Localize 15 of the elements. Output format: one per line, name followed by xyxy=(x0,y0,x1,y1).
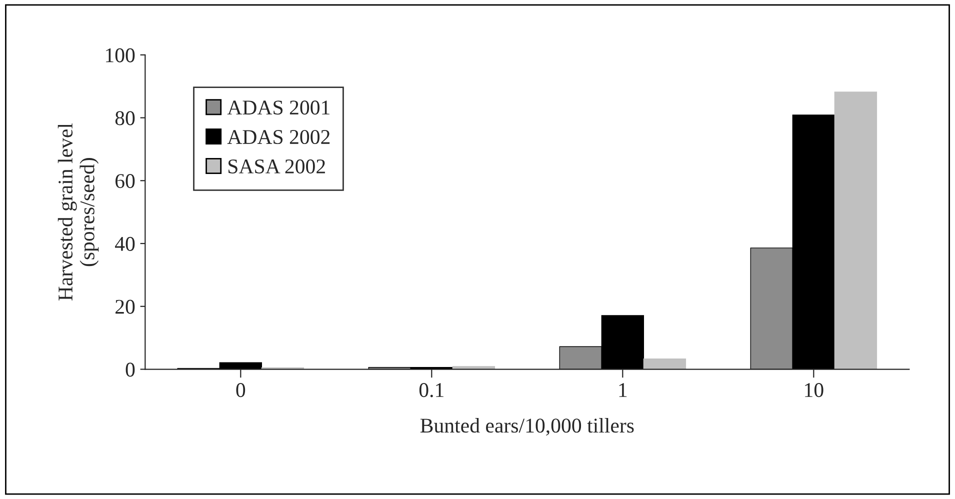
y-tick-label: 100 xyxy=(106,48,135,62)
y-tick-label: 80 xyxy=(115,111,135,126)
x-tick-label: 0.1 xyxy=(419,383,444,398)
legend-label: SASA 2002 xyxy=(228,159,325,174)
x-tick-label: 1 xyxy=(619,383,627,397)
y-tick-label: 60 xyxy=(116,174,135,188)
y-tick-label: 40 xyxy=(115,236,135,251)
y-tick-label: 0 xyxy=(126,362,135,377)
y-axis-title: Harvested grain level (spores/seed) xyxy=(58,123,99,301)
legend-label: ADAS 2002 xyxy=(227,130,330,144)
y-tick-label: 20 xyxy=(116,300,135,314)
x-tick-label: 0 xyxy=(236,383,246,398)
x-axis-title: Bunted ears/10,000 tillers xyxy=(420,418,634,436)
legend-label: ADAS 2001 xyxy=(227,100,330,115)
x-tick-label: 10 xyxy=(805,383,824,398)
